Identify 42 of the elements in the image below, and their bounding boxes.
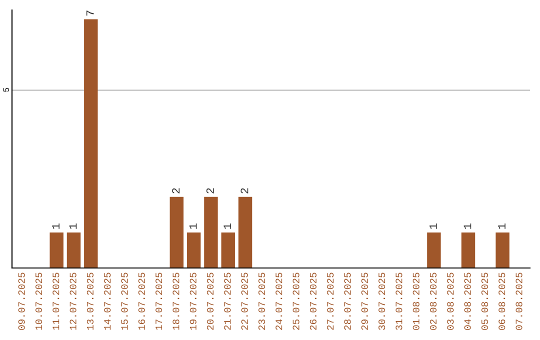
x-tick-label: 28.07.2025 bbox=[344, 272, 351, 330]
data-label: 1 bbox=[69, 224, 77, 229]
x-tick-label: 21.07.2025 bbox=[224, 272, 231, 330]
data-label: 1 bbox=[189, 224, 197, 229]
data-label: 2 bbox=[206, 188, 214, 194]
data-label: 1 bbox=[464, 224, 472, 229]
x-tick-label: 31.07.2025 bbox=[396, 272, 402, 330]
x-tick-label: 18.07.2025 bbox=[172, 272, 180, 330]
x-tick-label: 03.08.2025 bbox=[447, 272, 454, 330]
data-label: 7 bbox=[86, 10, 94, 16]
x-tick-label: 01.08.2025 bbox=[412, 272, 420, 330]
x-tick-label: 24.07.2025 bbox=[276, 272, 282, 330]
x-tick-label: 15.07.2025 bbox=[121, 272, 128, 330]
x-tick-label: 27.07.2025 bbox=[327, 272, 334, 330]
x-tick-label: 17.07.2025 bbox=[156, 272, 162, 330]
x-tick-label: 14.07.2025 bbox=[104, 272, 111, 330]
data-label: 2 bbox=[240, 188, 248, 194]
x-tick-label: 16.07.2025 bbox=[138, 272, 145, 330]
x-tick-label: 26.07.2025 bbox=[310, 272, 316, 330]
data-label: 2 bbox=[172, 188, 180, 194]
x-tick-label: 10.07.2025 bbox=[35, 272, 42, 330]
x-tick-label: 07.08.2025 bbox=[516, 272, 522, 330]
x-tick-label: 25.07.2025 bbox=[292, 272, 300, 330]
x-tick-label: 29.07.2025 bbox=[361, 272, 368, 330]
x-tick-label: 19.07.2025 bbox=[190, 272, 196, 330]
x-tick-label: 02.08.2025 bbox=[430, 272, 437, 330]
data-label: 1 bbox=[430, 224, 437, 229]
x-tick-label: 30.07.2025 bbox=[378, 272, 386, 330]
data-label: 1 bbox=[224, 224, 231, 229]
x-tick-label: 22.07.2025 bbox=[241, 272, 248, 330]
data-label: 1 bbox=[498, 224, 506, 229]
x-tick-label: 09.07.2025 bbox=[18, 272, 25, 330]
x-tick-label: 13.07.2025 bbox=[86, 272, 94, 330]
x-tick-label: 11.07.2025 bbox=[52, 272, 60, 330]
data-label: 1 bbox=[52, 224, 60, 229]
x-tick-label: 12.07.2025 bbox=[70, 272, 76, 330]
x-tick-label: 23.07.2025 bbox=[258, 272, 266, 330]
y-tick-label: 5 bbox=[3, 88, 9, 92]
x-tick-label: 20.07.2025 bbox=[206, 272, 214, 330]
x-tick-label: 04.08.2025 bbox=[464, 272, 471, 330]
x-tick-label: 05.08.2025 bbox=[481, 272, 488, 330]
x-tick-label: 06.08.2025 bbox=[498, 272, 506, 330]
